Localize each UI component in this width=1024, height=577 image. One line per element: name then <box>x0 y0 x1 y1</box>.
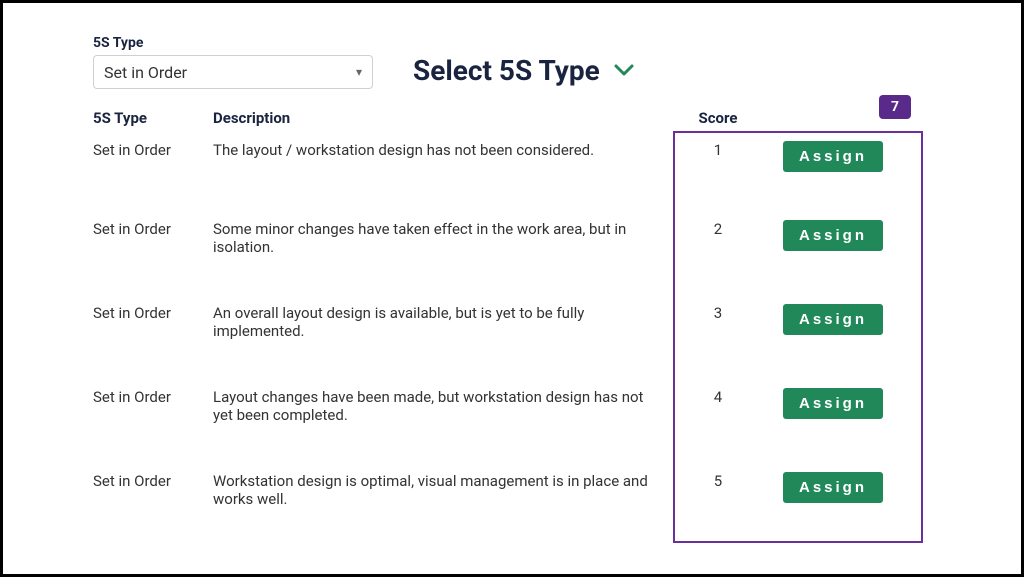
filter-row: 5S Type Set in Order ▾ Select 5S Type <box>93 35 931 89</box>
chevron-down-icon: ▾ <box>356 65 362 79</box>
type-select-value: Set in Order <box>104 63 187 82</box>
cell-score: 2 <box>673 220 763 238</box>
col-header-desc: Description <box>213 109 673 127</box>
table-row: Set in Order The layout / workstation de… <box>93 133 931 212</box>
assign-button[interactable]: Assign <box>783 141 883 172</box>
type-filter-label: 5S Type <box>93 35 373 51</box>
cell-score: 5 <box>673 472 763 490</box>
assign-button[interactable]: Assign <box>783 388 883 419</box>
cell-desc: The layout / workstation design has not … <box>213 141 673 159</box>
cell-desc: Layout changes have been made, but works… <box>213 388 673 424</box>
cell-desc: Workstation design is optimal, visual ma… <box>213 472 673 508</box>
step-badge: 7 <box>879 95 911 119</box>
type-select[interactable]: Set in Order ▾ <box>93 55 373 89</box>
scores-table: 5S Type Description Score Set in Order T… <box>93 109 931 518</box>
table-row: Set in Order Some minor changes have tak… <box>93 212 931 296</box>
table-header: 5S Type Description Score <box>93 109 931 133</box>
cell-type: Set in Order <box>93 141 213 159</box>
cell-type: Set in Order <box>93 388 213 406</box>
heading-group: Select 5S Type <box>413 54 634 87</box>
table-row: Set in Order Workstation design is optim… <box>93 464 931 518</box>
cell-desc: An overall layout design is available, b… <box>213 304 673 340</box>
col-header-type: 5S Type <box>93 109 213 127</box>
table-row: Set in Order Layout changes have been ma… <box>93 380 931 464</box>
cell-type: Set in Order <box>93 220 213 238</box>
col-header-score: Score <box>673 109 763 127</box>
cell-type: Set in Order <box>93 472 213 490</box>
chevron-down-icon[interactable] <box>614 60 634 81</box>
table-row: Set in Order An overall layout design is… <box>93 296 931 380</box>
type-filter-group: 5S Type Set in Order ▾ <box>93 35 373 89</box>
assign-button[interactable]: Assign <box>783 472 883 503</box>
cell-score: 4 <box>673 388 763 406</box>
app-frame: 5S Type Set in Order ▾ Select 5S Type 7 … <box>0 0 1024 577</box>
assign-button[interactable]: Assign <box>783 304 883 335</box>
assign-button[interactable]: Assign <box>783 220 883 251</box>
cell-score: 1 <box>673 141 763 159</box>
cell-desc: Some minor changes have taken effect in … <box>213 220 673 256</box>
page-title: Select 5S Type <box>413 54 600 87</box>
cell-type: Set in Order <box>93 304 213 322</box>
cell-score: 3 <box>673 304 763 322</box>
